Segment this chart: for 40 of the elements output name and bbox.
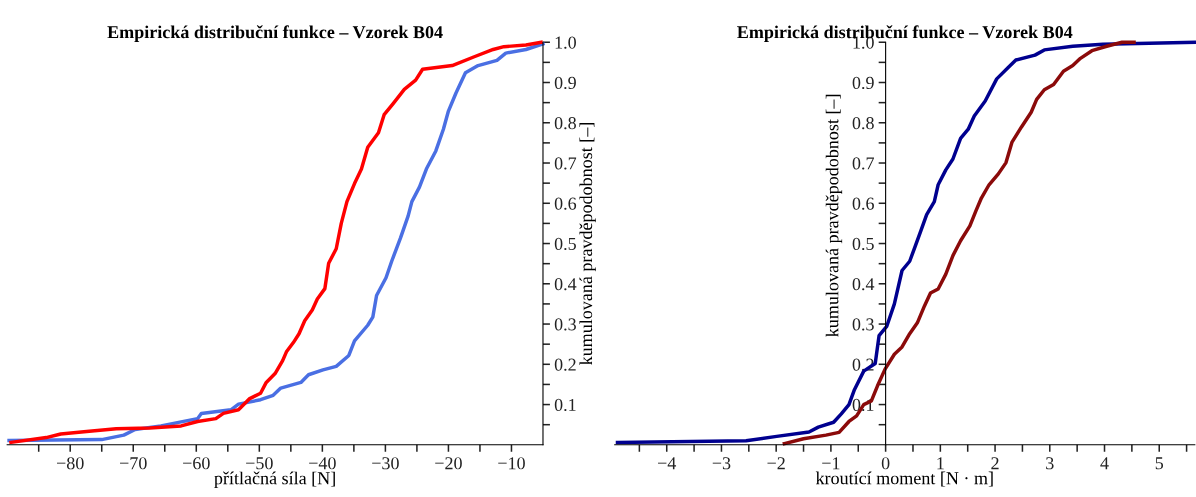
x-tick-label: 2 (991, 457, 999, 470)
x-tick-label: −4 (658, 457, 677, 470)
y-tick-label: 0.2 (554, 358, 576, 371)
x-tick-label: −50 (246, 457, 273, 470)
y-tick-label: 0.6 (554, 197, 577, 210)
x-tick-label: 3 (1046, 457, 1054, 470)
chart-title: Empirická distribuční funkce – Vzorek B04 (107, 25, 443, 42)
y-tick-label: 0.7 (852, 157, 874, 170)
x-axis-title: kroutící moment [N · m] (815, 471, 993, 487)
x-tick-label: 0 (881, 457, 890, 470)
y-tick-label: 0.1 (554, 398, 576, 412)
y-tick-label: 0.8 (554, 117, 576, 130)
x-tick-label: −60 (183, 457, 210, 470)
x-tick-label: −3 (712, 457, 731, 470)
x-tick-label: 4 (1100, 457, 1109, 470)
y-tick-label: 0.5 (852, 237, 874, 251)
x-tick-label: −10 (498, 457, 525, 470)
y-tick-label: 0.8 (852, 117, 874, 130)
x-tick-label: −80 (56, 457, 84, 470)
y-tick-label: 0.6 (852, 197, 874, 210)
y-tick-label: 0.4 (852, 278, 875, 291)
x-tick-label: −40 (309, 457, 336, 470)
y-tick-label: 0.4 (554, 278, 577, 291)
x-tick-label: 5 (1155, 457, 1164, 470)
y-tick-label: 0.3 (554, 318, 576, 331)
x-tick-label: −70 (120, 457, 147, 470)
y-tick-label: 0.7 (554, 157, 577, 170)
y-tick-label: 0.9 (554, 76, 576, 90)
y-axis-title: kumulovaná pravděpodobnost [–] (825, 94, 843, 337)
x-tick-label: −30 (372, 457, 399, 470)
x-axis-title: přítlačná síla [N] (214, 471, 335, 489)
x-tick-label: −20 (435, 457, 462, 470)
x-tick-label: −2 (767, 457, 785, 470)
y-tick-label: 0.5 (554, 237, 576, 251)
y-tick-label: 1.0 (555, 36, 576, 49)
x-tick-label: 1 (937, 457, 944, 470)
y-tick-label: 0.9 (852, 76, 874, 90)
x-tick-label: −1 (822, 457, 840, 470)
y-tick-label: 0.3 (852, 318, 874, 331)
y-axis-title: kumulovaná pravděpodobnost [–] (579, 123, 596, 366)
